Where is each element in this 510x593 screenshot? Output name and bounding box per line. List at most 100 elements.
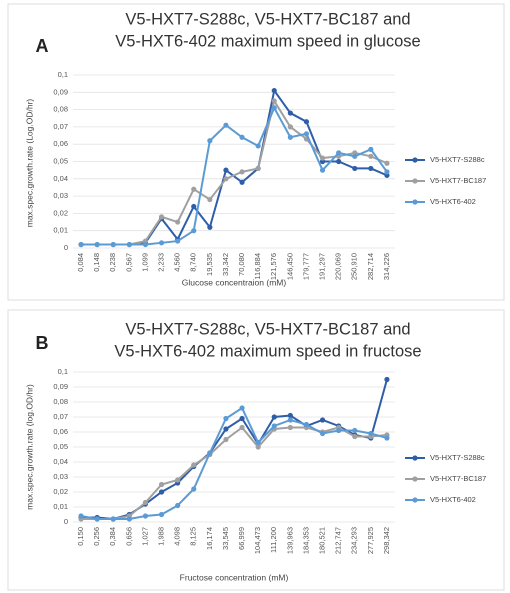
data-point [287,424,293,431]
x-tick-label: 2,233 [157,253,166,272]
legend-label: V5-HXT6-402 [430,197,476,206]
legend-label: V5-HXT7-BC187 [430,474,486,483]
data-point [368,165,374,172]
x-tick-label: 277,925 [366,527,375,554]
panel-frame [7,309,505,591]
y-tick-label: 0,08 [53,397,68,406]
data-point [175,219,181,225]
x-axis-label: Fructose concentration (mM) [180,572,289,582]
data-point [384,169,390,175]
y-tick-label: 0,05 [53,442,68,451]
chart-title: V5-HXT7-S288c, V5-HXT7-BC187 and [125,10,410,28]
x-tick-label: 0,148 [92,253,101,272]
y-tick-label: 0,03 [53,472,68,481]
data-point [368,430,374,437]
y-tick-label: 0,04 [53,174,68,183]
data-point [223,415,229,422]
legend-marker [412,497,418,503]
data-point [191,186,197,192]
data-point [352,427,358,434]
x-tick-label: 16,174 [205,527,214,550]
data-point [158,214,165,220]
data-point [158,481,165,488]
data-point [239,424,245,431]
y-tick-label: 0,04 [53,457,68,466]
x-tick-label: 0,256 [92,527,101,546]
legend-marker [412,199,418,205]
chart-title: V5-HXT6-402 maximum speed in glucose [115,32,420,50]
series-line [81,105,388,246]
data-point [239,169,245,175]
data-point [126,241,132,248]
data-point [110,516,116,522]
y-tick-label: 0,06 [53,427,68,436]
x-tick-label: 104,473 [253,527,262,554]
y-tick-label: 0,09 [53,87,68,96]
panel-frame [7,3,505,301]
data-point [287,417,293,423]
data-point [223,176,229,182]
data-point [239,415,245,422]
data-point [255,165,261,172]
data-point [175,238,181,244]
x-tick-label: 298,342 [382,527,391,554]
x-tick-label: 111,200 [269,527,278,553]
x-tick-label: 0,238 [108,253,117,272]
x-tick-label: 139,963 [285,527,294,554]
data-point [239,134,245,140]
data-point [319,167,326,173]
x-tick-label: 180,521 [318,527,327,554]
x-tick-label: 1,027 [140,527,149,546]
data-point [207,196,213,203]
data-point [207,450,213,456]
x-tick-label: 314,226 [382,253,391,280]
data-point [352,165,358,172]
x-tick-label: 66,999 [237,527,246,550]
data-point [319,155,326,161]
data-point [255,439,261,446]
data-point [126,516,132,522]
data-point [287,124,293,130]
y-tick-label: 0,02 [53,208,68,217]
data-point [336,427,342,434]
x-tick-label: 33,342 [221,253,230,276]
x-tick-label: 0,150 [76,527,85,546]
data-point [142,499,149,506]
x-tick-label: 146,450 [285,253,294,280]
data-point [110,241,116,248]
data-point [336,150,342,156]
x-tick-label: 191,297 [318,253,327,280]
series-line [81,379,388,521]
panel-label: B [36,333,49,353]
y-tick-label: 0,02 [53,487,68,496]
data-point [271,423,277,429]
data-point [223,426,229,432]
x-tick-label: 4,098 [173,527,182,546]
x-axis-label: Glucose concentraion (mM) [182,277,287,287]
x-tick-label: 0,084 [76,253,85,272]
x-tick-label: 1,099 [140,253,149,272]
data-point [158,511,165,518]
data-point [352,153,358,159]
x-tick-label: 212,747 [334,527,343,554]
y-tick-label: 0,01 [53,502,68,511]
y-tick-label: 0,05 [53,156,68,165]
legend-marker [412,455,418,461]
legend-marker [412,178,418,184]
y-tick-label: 0 [64,243,68,252]
x-tick-label: 116,884 [253,253,262,280]
x-tick-label: 70,080 [237,253,246,276]
y-tick-label: 0 [64,517,68,526]
data-point [287,412,293,419]
legend-label: V5-HXT7-S288c [430,155,485,164]
data-point [336,158,342,165]
data-point [191,462,197,468]
data-point [303,131,310,137]
chart-title: V5-HXT7-S288c, V5-HXT7-BC187 and [125,320,410,338]
data-point [271,98,277,104]
y-tick-label: 0,1 [58,367,68,376]
x-tick-label: 33,545 [221,527,230,550]
legend-label: V5-HXT6-402 [430,495,476,504]
data-point [384,435,390,441]
